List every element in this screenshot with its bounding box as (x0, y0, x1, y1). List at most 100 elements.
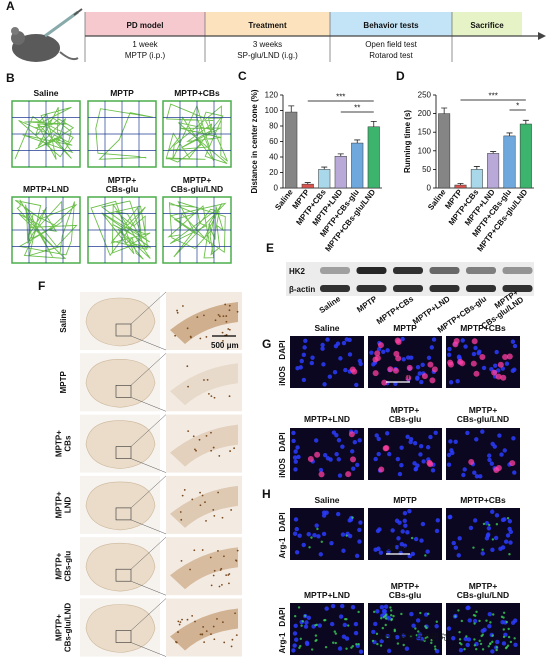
nucleus (402, 510, 408, 516)
marker-signal (507, 635, 511, 639)
marker-signal (415, 633, 419, 637)
stained-cell (214, 319, 217, 322)
stained-cell (223, 641, 226, 644)
stained-cell (205, 336, 208, 338)
stained-cell (187, 430, 190, 432)
stained-cell (217, 313, 220, 316)
marker-signal (500, 374, 507, 381)
nucleus (399, 445, 404, 450)
marker-signal (457, 609, 460, 612)
stain-label: Arg-1 (278, 537, 287, 558)
nucleus (489, 461, 495, 466)
marker-signal (506, 644, 510, 647)
nucleus (409, 611, 414, 617)
marker-signal (473, 644, 477, 647)
stained-cell (212, 508, 215, 511)
stained-cell (175, 640, 177, 643)
nucleus (456, 355, 462, 360)
nucleus (371, 629, 376, 635)
stained-cell (228, 573, 231, 575)
marker-signal (393, 629, 397, 633)
stained-cell (186, 618, 189, 621)
nucleus (494, 513, 500, 518)
marker-signal (495, 648, 498, 652)
zoom-line (130, 598, 167, 657)
nucleus (371, 362, 376, 367)
y-tick-label: 40 (269, 153, 278, 162)
marker-signal (345, 471, 352, 478)
nucleus (507, 526, 512, 532)
row-label-group: MPTP+CBs-glu/LND (55, 603, 73, 653)
marker-signal (392, 367, 399, 374)
nucleus (297, 533, 302, 538)
marker-signal (349, 366, 356, 373)
marker-signal (357, 610, 360, 614)
sig-label: * (516, 102, 519, 111)
stained-cell (213, 638, 216, 641)
marker-signal (427, 361, 434, 368)
marker-signal (492, 613, 495, 616)
nucleus (402, 518, 407, 523)
nucleus (501, 641, 507, 646)
nucleus (301, 377, 307, 383)
nucleus (472, 470, 477, 475)
group-title-line: Saline (314, 495, 339, 505)
roi-box (115, 323, 132, 337)
stained-cell (212, 625, 215, 628)
nucleus (481, 365, 487, 371)
band (502, 285, 533, 292)
stained-cell (187, 385, 189, 388)
lane-label: Saline (318, 294, 343, 315)
stained-cell (217, 491, 220, 494)
nucleus (341, 634, 347, 639)
nucleus (453, 439, 458, 445)
stained-cell (180, 559, 183, 562)
marker-signal (485, 619, 488, 622)
stained-cell (199, 337, 202, 340)
nucleus (487, 612, 492, 617)
stained-cell (225, 574, 228, 577)
stained-cell (218, 315, 221, 318)
nucleus (415, 376, 420, 381)
marker-signal (482, 522, 486, 526)
nucleus (292, 455, 298, 460)
row-label-line: CBs-glu (64, 551, 73, 582)
group-title: MPTP+CBs (460, 495, 506, 505)
stained-cell (190, 336, 192, 339)
bar (351, 142, 364, 189)
nucleus (446, 462, 452, 467)
group-title-line: MPTP+LND (23, 184, 69, 194)
marker-signal (314, 451, 321, 458)
lane-label-group: MPTP+CBs (375, 294, 416, 326)
nucleus (451, 636, 456, 641)
row-label-line: MPTP+ (55, 491, 64, 518)
marker-signal (371, 639, 375, 643)
error-bar (441, 107, 448, 114)
bar (470, 169, 483, 189)
nucleus (303, 624, 309, 629)
error-bar (304, 182, 311, 185)
nucleus (336, 457, 342, 462)
nucleus (404, 646, 410, 651)
marker-signal (488, 523, 491, 527)
nucleus (494, 349, 499, 355)
marker-signal (375, 632, 379, 636)
watermark: 公众号 · 脑本互作研究 (368, 632, 447, 642)
group-title-line: CBs-glu/LND (457, 414, 509, 424)
group-title-line: MPTP (393, 323, 417, 333)
group-title: MPTP+LND (23, 184, 69, 194)
y-axis-label: Running time (s) (403, 110, 412, 173)
stain-label-group: DAPI (278, 607, 287, 626)
stained-cell (218, 585, 221, 588)
nucleus (453, 545, 459, 550)
y-tick-label: 120 (265, 91, 279, 100)
panel-label: C (238, 69, 247, 83)
marker-signal (481, 648, 485, 651)
stained-cell (199, 633, 202, 636)
nucleus (343, 367, 348, 373)
stage-detail: SP-glu/LND (i.g.) (237, 51, 298, 60)
marker-signal (497, 361, 504, 368)
nucleus (314, 523, 319, 528)
marker-signal (508, 552, 511, 556)
nucleus (497, 433, 502, 438)
